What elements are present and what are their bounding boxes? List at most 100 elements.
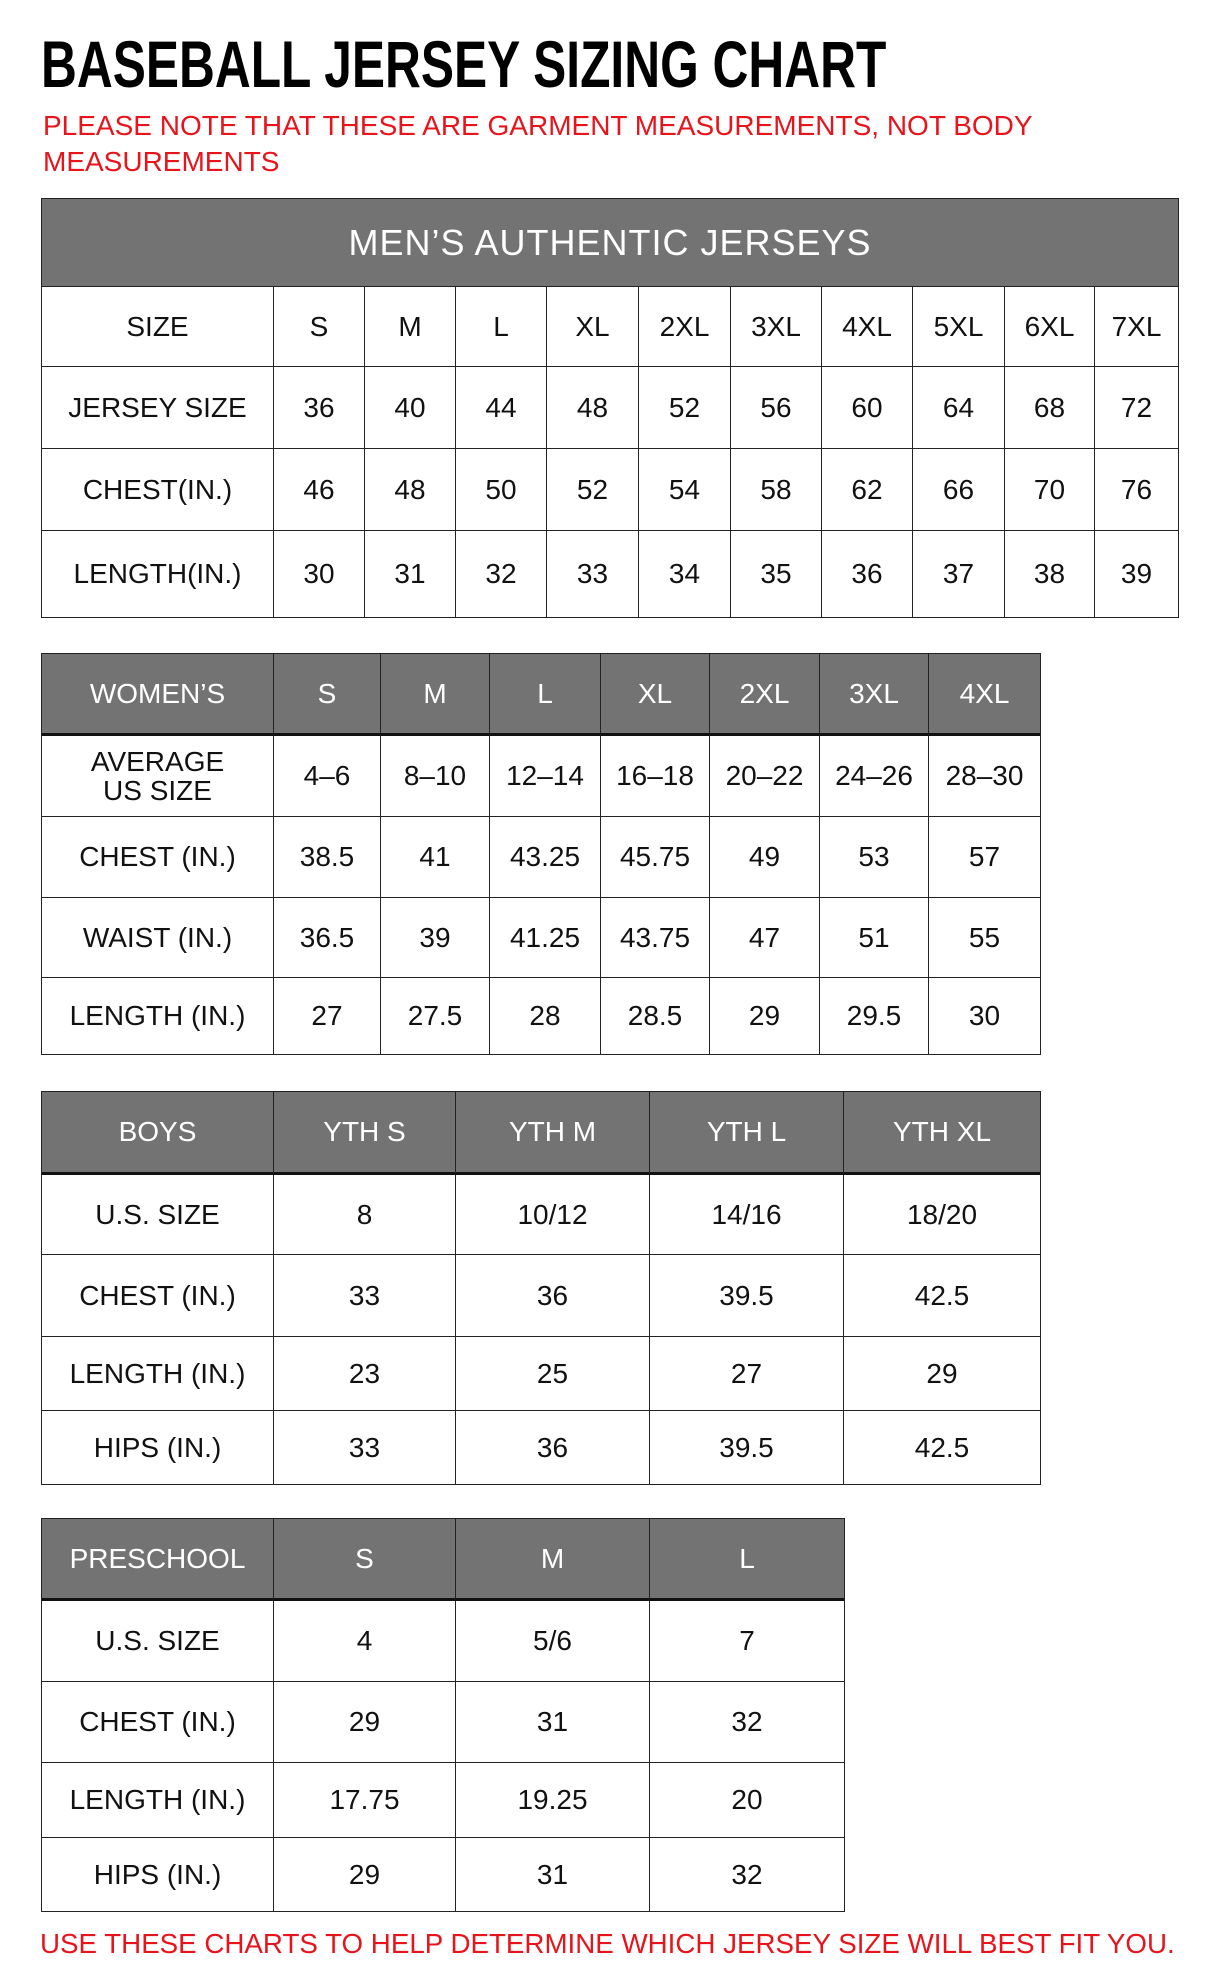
measurement-cell: 36 xyxy=(456,1255,650,1337)
row-label-cell: LENGTH(IN.) xyxy=(42,531,274,617)
row-label-cell: WAIST (IN.) xyxy=(42,898,274,978)
measurement-cell: 38.5 xyxy=(274,817,381,898)
measurement-cell: 35 xyxy=(731,531,822,617)
measurement-cell: 27 xyxy=(274,978,381,1054)
measurement-cell: 48 xyxy=(365,449,456,531)
mens-size-table: MEN’S AUTHENTIC JERSEYS SIZE S M L XL 2XL 3XL 4X… xyxy=(41,198,1179,618)
measurement-cell: 51 xyxy=(820,898,929,978)
size-header-cell: L xyxy=(490,654,601,736)
measurement-cell: 40 xyxy=(365,367,456,449)
row-label-cell: CHEST (IN.) xyxy=(42,1682,274,1763)
measurement-cell: 57 xyxy=(929,817,1040,898)
measurement-cell: 17.75 xyxy=(274,1763,456,1838)
measurement-cell: 72 xyxy=(1095,367,1178,449)
size-header-cell: M xyxy=(381,654,490,736)
measurement-cell: 45.75 xyxy=(601,817,710,898)
row-label-cell: U.S. SIZE xyxy=(42,1175,274,1255)
row-label-cell: LENGTH (IN.) xyxy=(42,1337,274,1411)
measurement-cell: 43.25 xyxy=(490,817,601,898)
header-label-cell: WOMEN’S xyxy=(42,654,274,736)
measurement-cell: 44 xyxy=(456,367,547,449)
measurement-cell: 23 xyxy=(274,1337,456,1411)
size-header-cell: 4XL xyxy=(822,287,913,367)
measurement-cell: 10/12 xyxy=(456,1175,650,1255)
measurement-cell: 5/6 xyxy=(456,1601,650,1682)
measurement-cell: 31 xyxy=(365,531,456,617)
measurement-cell: 42.5 xyxy=(844,1255,1040,1337)
measurement-cell: 60 xyxy=(822,367,913,449)
size-header-cell: YTH S xyxy=(274,1092,456,1175)
boys-size-table: BOYS YTH S YTH M YTH L YTH XL U.S. SIZE 8 10/12… xyxy=(41,1091,1041,1485)
measurement-cell: 31 xyxy=(456,1838,650,1911)
size-header-cell: XL xyxy=(547,287,639,367)
measurement-cell: 50 xyxy=(456,449,547,531)
size-header-cell: YTH L xyxy=(650,1092,844,1175)
header-label-cell: SIZE xyxy=(42,287,274,367)
table-banner-title: MEN’S AUTHENTIC JERSEYS xyxy=(42,199,1178,287)
size-header-cell: XL xyxy=(601,654,710,736)
preschool-size-table: PRESCHOOL S M L U.S. SIZE 4 5/6 7 CHEST (IN.) 29 3… xyxy=(41,1518,845,1912)
measurement-cell: 41.25 xyxy=(490,898,601,978)
measurement-cell: 47 xyxy=(710,898,820,978)
measurement-cell: 29 xyxy=(710,978,820,1054)
measurement-cell: 70 xyxy=(1005,449,1095,531)
row-label-cell: CHEST (IN.) xyxy=(42,1255,274,1337)
size-header-cell: 2XL xyxy=(710,654,820,736)
size-header-cell: YTH XL xyxy=(844,1092,1040,1175)
measurement-cell: 25 xyxy=(456,1337,650,1411)
measurement-cell: 30 xyxy=(274,531,365,617)
measurement-cell: 42.5 xyxy=(914,1431,970,1463)
measurement-cell: 38 xyxy=(1005,531,1095,617)
measurement-cell: 55 xyxy=(929,898,1040,978)
size-header-cell: M xyxy=(456,1519,650,1601)
row-label-cell: HIPS (IN.) xyxy=(42,1411,274,1484)
size-header-cell: M xyxy=(365,287,456,367)
measurement-cell: 32 xyxy=(650,1682,844,1763)
measurement-cell: 27 xyxy=(650,1337,844,1411)
measurement-cell: 36.5 xyxy=(274,898,381,978)
measurement-cell: 64 xyxy=(913,367,1005,449)
measurement-cell: 4 xyxy=(274,1601,456,1682)
measurement-cell: 36 xyxy=(822,531,913,617)
size-header-cell: L xyxy=(650,1519,844,1601)
size-header-cell: 6XL xyxy=(1005,287,1095,367)
measurement-cell: 34 xyxy=(639,531,731,617)
measurement-cell: 29 xyxy=(274,1682,456,1763)
size-header-cell: YTH M xyxy=(456,1092,650,1175)
footer-note: USE THESE CHARTS TO HELP DETERMINE WHICH… xyxy=(40,1928,1175,1959)
measurement-cell: 29.5 xyxy=(820,978,929,1054)
size-header-cell: 2XL xyxy=(639,287,731,367)
measurement-cell: 32 xyxy=(731,1858,763,1890)
row-label-cell: LENGTH (IN.) xyxy=(42,978,274,1054)
row-label-cell: JERSEY SIZE xyxy=(42,367,274,449)
measurement-cell: 66 xyxy=(913,449,1005,531)
measurement-cell: 36 xyxy=(456,1411,650,1484)
measurement-cell: 54 xyxy=(639,449,731,531)
row-label-cell: HIPS (IN.) xyxy=(42,1838,274,1911)
size-header-cell: S xyxy=(274,654,381,736)
measurement-cell: 37 xyxy=(913,531,1005,617)
size-header-cell: 3XL xyxy=(731,287,822,367)
measurement-cell: 8 xyxy=(274,1175,456,1255)
measurement-cell: 29 xyxy=(274,1838,456,1911)
measurement-cell: 39.5 xyxy=(650,1255,844,1337)
row-label-cell: CHEST(IN.) xyxy=(42,449,274,531)
row-label-cell: CHEST (IN.) xyxy=(42,817,274,898)
measurement-cell: 4–6 xyxy=(274,736,381,817)
measurement-cell: 36 xyxy=(274,367,365,449)
womens-size-table: WOMEN’S S M L XL 2XL 3XL 4XL AVERAGE US SIZE 4–6 8… xyxy=(41,653,1041,1055)
measurement-cell: 53 xyxy=(820,817,929,898)
header-label-cell: PRESCHOOL xyxy=(42,1519,274,1601)
measurement-cell: 52 xyxy=(547,449,639,531)
measurement-cell: 33 xyxy=(274,1255,456,1337)
measurement-cell: 39 xyxy=(381,898,490,978)
measurement-cell: 28–30 xyxy=(929,736,1040,817)
measurement-cell: 41 xyxy=(381,817,490,898)
measurement-cell: 48 xyxy=(547,367,639,449)
measurement-cell: 33 xyxy=(547,531,639,617)
measurement-cell: 28 xyxy=(490,978,601,1054)
measurement-cell: 68 xyxy=(1005,367,1095,449)
measurement-cell: 49 xyxy=(710,817,820,898)
header-label-cell: BOYS xyxy=(42,1092,274,1175)
size-header-cell: L xyxy=(456,287,547,367)
